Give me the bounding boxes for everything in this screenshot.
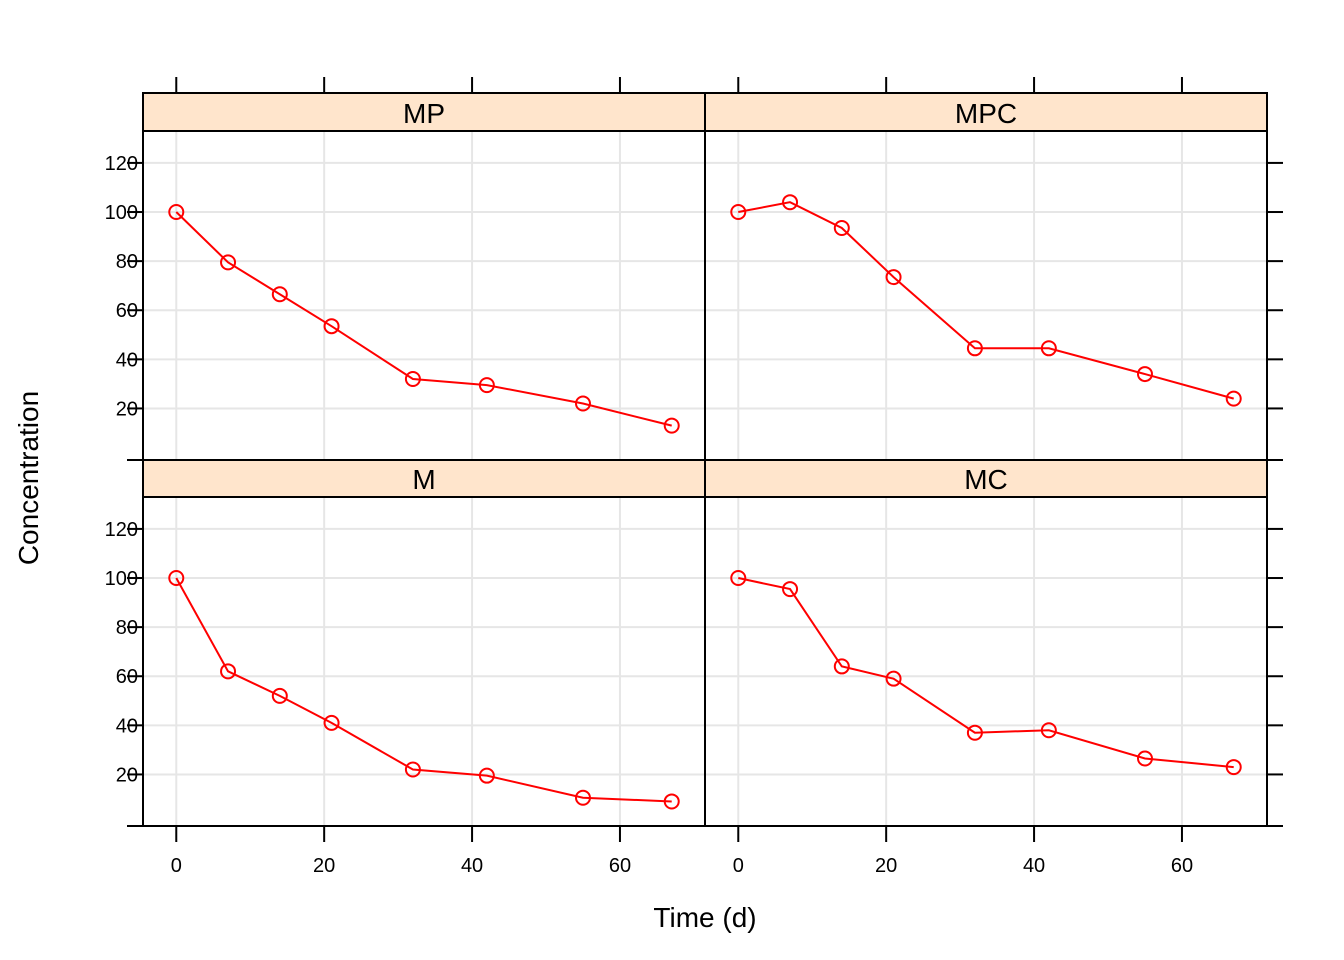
data-point — [1040, 340, 1057, 357]
data-point — [220, 254, 237, 271]
data-point — [220, 663, 237, 680]
y-tick-label: 100 — [105, 568, 138, 590]
series-line — [738, 201, 1234, 400]
strip-mpc — [704, 92, 1268, 132]
data-point — [478, 767, 495, 784]
y-tick-label: 60 — [116, 300, 138, 322]
panel-mpc: MPC — [704, 77, 1283, 461]
data-point — [782, 581, 799, 598]
y-tick-label: 60 — [116, 666, 138, 688]
panel-mc: MC 0 20 40 60 — [704, 459, 1283, 877]
series-line — [175, 211, 672, 427]
data-point — [885, 670, 902, 687]
x-tick-label: 60 — [609, 855, 631, 877]
y-tick-label: 120 — [105, 153, 138, 175]
data-point — [323, 714, 340, 731]
strip-label: MP — [403, 98, 445, 129]
data-point — [730, 204, 747, 221]
series-line — [738, 577, 1234, 769]
y-tick-label: 80 — [116, 251, 138, 273]
data-point — [885, 269, 902, 286]
data-point — [1136, 750, 1153, 767]
data-point — [1040, 722, 1057, 739]
data-point — [168, 570, 185, 587]
y-tick-label: 100 — [105, 202, 138, 224]
y-tick-label: 20 — [116, 764, 138, 786]
panel-m: M 20 40 60 80 100 120 0 20 40 60 — [105, 459, 706, 877]
x-tick-label: 0 — [733, 855, 744, 877]
x-tick-label: 40 — [461, 855, 483, 877]
data-point — [404, 761, 421, 778]
x-tick-label: 40 — [1023, 855, 1045, 877]
x-tick-label: 0 — [171, 855, 182, 877]
strip-label: M — [412, 464, 435, 495]
data-point — [1136, 366, 1153, 383]
y-tick-label: 20 — [116, 398, 138, 420]
data-point — [966, 724, 983, 741]
strip-label: MPC — [955, 98, 1017, 129]
data-point — [833, 219, 850, 236]
data-point — [323, 318, 340, 335]
panels-group: MP 20 40 60 80 100 120 MPC M 20 40 60 80 100 120 0 20 40 6… — [105, 77, 1283, 877]
series-line — [175, 577, 672, 803]
data-point — [663, 793, 680, 810]
data-point — [730, 570, 747, 587]
data-point — [1225, 390, 1242, 407]
x-axis-title: Time (d) — [653, 902, 756, 933]
strip-mc — [704, 459, 1268, 498]
data-point — [782, 194, 799, 211]
y-tick-label: 120 — [105, 519, 138, 541]
y-tick-label: 40 — [116, 349, 138, 371]
data-point — [168, 204, 185, 221]
data-point — [271, 286, 288, 303]
panel-mp: MP 20 40 60 80 100 120 — [105, 77, 706, 461]
data-point — [478, 377, 495, 394]
panel-frame — [704, 496, 1268, 827]
data-point — [966, 340, 983, 357]
strip-label: MC — [964, 464, 1008, 495]
data-point — [404, 370, 421, 387]
x-tick-label: 20 — [875, 855, 897, 877]
data-point — [574, 789, 591, 806]
x-tick-label: 60 — [1171, 855, 1193, 877]
y-axis-title: Concentration — [13, 391, 44, 565]
data-point — [574, 395, 591, 412]
y-tick-label: 40 — [116, 715, 138, 737]
data-point — [833, 658, 850, 675]
y-tick-label: 80 — [116, 617, 138, 639]
x-tick-label: 20 — [313, 855, 335, 877]
data-point — [663, 417, 680, 434]
data-point — [1225, 759, 1242, 776]
data-point — [271, 687, 288, 704]
